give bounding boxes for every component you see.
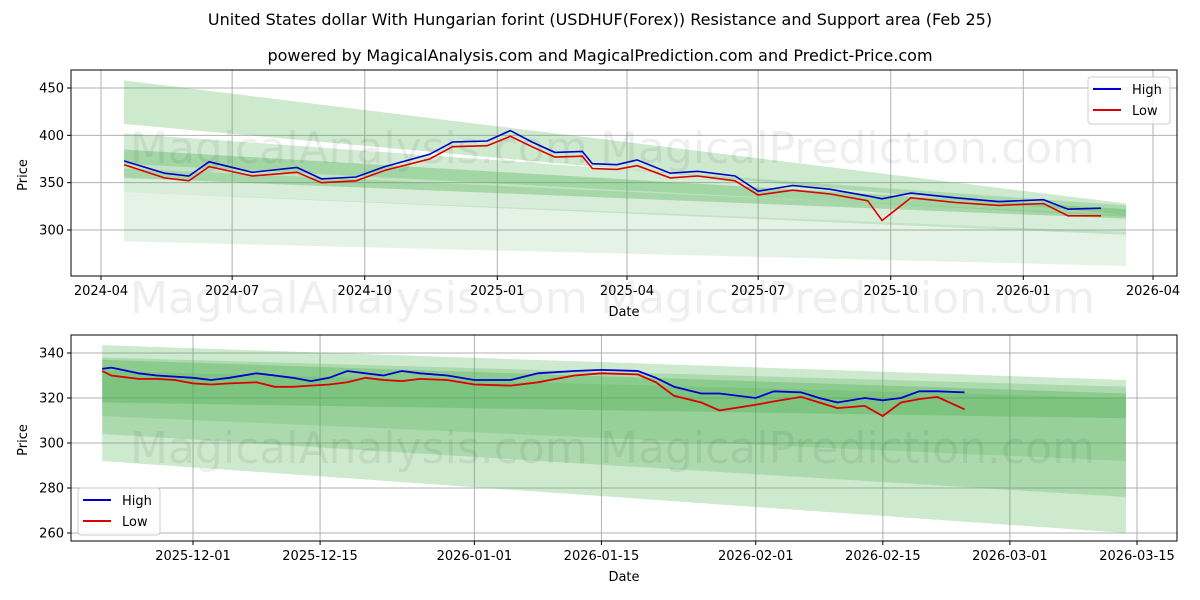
chart-title: United States dollar With Hungarian fori…: [207, 10, 993, 29]
bottom-x-axis-label: Date: [608, 570, 639, 585]
y-tick-label: 350: [39, 176, 64, 191]
x-tick-label: 2026-01-01: [437, 549, 513, 564]
y-tick-label: 400: [39, 129, 64, 144]
y-tick-label: 280: [39, 482, 64, 497]
bottom-legend: High Low: [77, 487, 161, 536]
bottom-axes-frame: [70, 334, 1178, 542]
low-line: [101, 370, 965, 418]
legend-low-label: Low: [1132, 104, 1158, 119]
x-tick-label: 2026-04: [1126, 284, 1180, 299]
x-tick-label: 2025-12-15: [282, 549, 358, 564]
x-tick-label: 2026-02-15: [845, 549, 921, 564]
high-line: [123, 129, 1102, 211]
legend-high-label: High: [1132, 83, 1162, 98]
watermark-top-4: MagicalPrediction.com: [600, 273, 1095, 324]
y-tick-label: 300: [39, 437, 64, 452]
watermark-top-1: MagicalAnalysis.com: [130, 123, 588, 174]
bottom-bands: [102, 345, 1126, 533]
band-outer-support: [124, 192, 1126, 266]
watermark-top-2: MagicalPrediction.com: [600, 123, 1095, 174]
x-tick-label: 2025-12-01: [155, 549, 231, 564]
y-tick-label: 340: [39, 347, 64, 362]
x-tick-label: 2026-02-01: [718, 549, 794, 564]
bottom-y-axis-label: Price: [16, 424, 31, 456]
x-tick-label: 2025-07: [731, 284, 785, 299]
y-tick-label: 450: [39, 82, 64, 97]
top-chart: MagicalAnalysis.com MagicalPrediction.co…: [16, 69, 1180, 324]
band-core-band: [124, 149, 1126, 219]
x-tick-label: 2026-03-01: [972, 549, 1048, 564]
bottom-grid: [71, 335, 1177, 541]
x-tick-label: 2025-01: [470, 284, 524, 299]
band-inner-support: [124, 168, 1126, 235]
band-core-band: [102, 359, 1126, 419]
bottom-chart: MagicalAnalysis.com MagicalPrediction.co…: [16, 334, 1178, 585]
x-tick-label: 2026-03-15: [1099, 549, 1175, 564]
band-outer-resistance: [102, 345, 1126, 533]
y-tick-label: 260: [39, 527, 64, 542]
watermark-top-3: MagicalAnalysis.com: [130, 273, 588, 324]
top-ticks: 2024-04 2024-07 2024-10 2025-01 2025-04 2025-…: [39, 82, 1180, 300]
band-mid-band: [124, 133, 1126, 217]
x-tick-label: 2024-07: [205, 284, 259, 299]
x-tick-label: 2024-04: [74, 284, 128, 299]
watermark-bottom-2: MagicalPrediction.com: [600, 423, 1095, 474]
bottom-ticks: 2025-12-01 2025-12-15 2026-01-01 2026-01-15…: [39, 347, 1175, 565]
top-grid: [71, 70, 1177, 276]
x-tick-label: 2025-04: [600, 284, 654, 299]
band-mid-band: [102, 357, 1126, 497]
high-line: [102, 366, 965, 404]
top-x-axis-label: Date: [608, 305, 639, 320]
x-tick-label: 2024-10: [338, 284, 392, 299]
legend-high-label: High: [122, 494, 152, 509]
watermark-bottom-1: MagicalAnalysis.com: [130, 423, 588, 474]
x-tick-label: 2026-01: [996, 284, 1050, 299]
y-tick-label: 300: [39, 224, 64, 239]
legend-low-label: Low: [122, 515, 148, 530]
top-bands: [124, 80, 1126, 266]
top-y-axis-label: Price: [16, 159, 31, 191]
band-outer-resistance: [124, 80, 1126, 215]
y-tick-label: 320: [39, 392, 64, 407]
top-legend: High Low: [1087, 76, 1171, 125]
low-line: [123, 135, 1102, 222]
band-inner-support: [102, 371, 1126, 461]
x-tick-label: 2025-10: [864, 284, 918, 299]
top-axes-frame: [70, 69, 1178, 277]
x-tick-label: 2026-01-15: [564, 549, 640, 564]
chart-subtitle: powered by MagicalAnalysis.com and Magic…: [267, 46, 933, 65]
